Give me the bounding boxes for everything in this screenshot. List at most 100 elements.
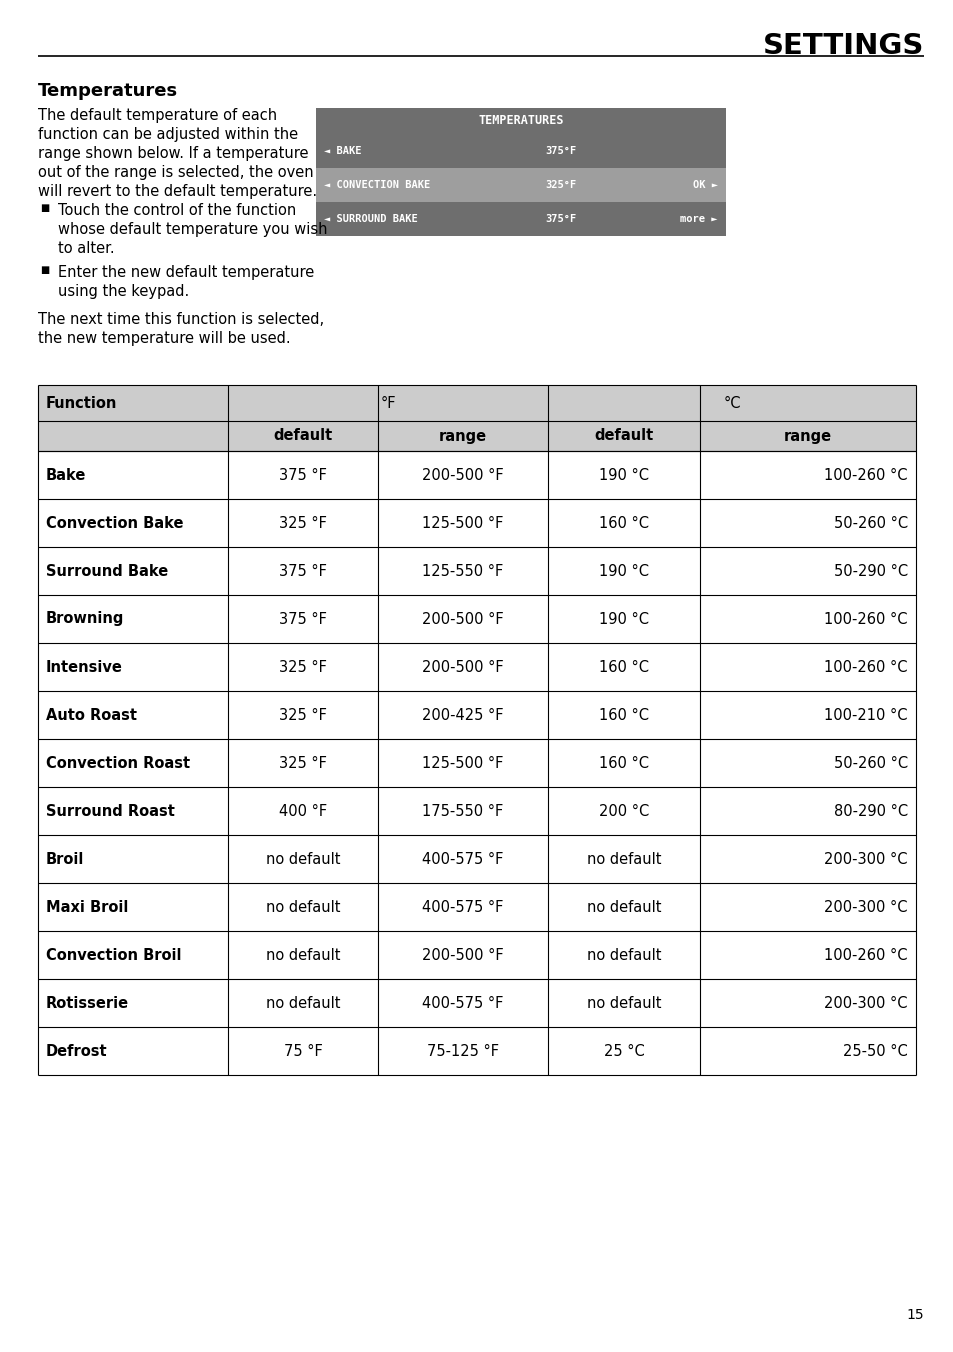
Text: Convection Broil: Convection Broil — [46, 948, 181, 963]
Text: Auto Roast: Auto Roast — [46, 707, 137, 722]
Text: 80-290 °C: 80-290 °C — [833, 803, 907, 818]
Text: ◄ CONVECTION BAKE: ◄ CONVECTION BAKE — [324, 180, 430, 191]
Text: out of the range is selected, the oven: out of the range is selected, the oven — [38, 165, 314, 180]
Text: Convection Bake: Convection Bake — [46, 515, 183, 530]
Text: Browning: Browning — [46, 611, 124, 626]
Text: to alter.: to alter. — [58, 241, 114, 256]
Text: 190 °C: 190 °C — [598, 564, 648, 579]
Text: default: default — [594, 429, 653, 443]
Text: The next time this function is selected,: The next time this function is selected, — [38, 312, 324, 327]
Text: 50-290 °C: 50-290 °C — [833, 564, 907, 579]
Text: no default: no default — [266, 899, 340, 914]
Text: 200-500 °F: 200-500 °F — [422, 611, 503, 626]
Text: 50-260 °C: 50-260 °C — [833, 515, 907, 530]
Bar — [38, 420, 915, 452]
Text: range: range — [438, 429, 487, 443]
Text: will revert to the default temperature.: will revert to the default temperature. — [38, 184, 316, 199]
Text: 200-300 °C: 200-300 °C — [823, 852, 907, 867]
Text: TEMPERATURES: TEMPERATURES — [477, 115, 563, 127]
Text: Intensive: Intensive — [46, 660, 123, 675]
Text: Convection Roast: Convection Roast — [46, 756, 190, 771]
Text: 200-500 °F: 200-500 °F — [422, 948, 503, 963]
Text: range shown below. If a temperature: range shown below. If a temperature — [38, 146, 308, 161]
Text: 375°F: 375°F — [545, 146, 577, 155]
Text: 125-550 °F: 125-550 °F — [422, 564, 503, 579]
Bar — [315, 108, 725, 134]
Bar — [315, 168, 725, 201]
Text: 375 °F: 375 °F — [279, 564, 327, 579]
Text: Rotisserie: Rotisserie — [46, 995, 129, 1010]
Text: whose default temperature you wish: whose default temperature you wish — [58, 222, 327, 237]
Text: more ►: more ► — [679, 214, 718, 224]
Text: range: range — [783, 429, 831, 443]
Text: no default: no default — [586, 995, 660, 1010]
Text: 100-260 °C: 100-260 °C — [823, 660, 907, 675]
Text: using the keypad.: using the keypad. — [58, 284, 189, 299]
Text: 400-575 °F: 400-575 °F — [422, 852, 503, 867]
Text: Function: Function — [46, 396, 117, 411]
Text: 75-125 °F: 75-125 °F — [427, 1044, 498, 1059]
Text: 100-260 °C: 100-260 °C — [823, 948, 907, 963]
Text: Maxi Broil: Maxi Broil — [46, 899, 129, 914]
Text: Surround Bake: Surround Bake — [46, 564, 168, 579]
Text: 100-210 °C: 100-210 °C — [823, 707, 907, 722]
Text: OK ►: OK ► — [692, 180, 718, 191]
Text: 200-300 °C: 200-300 °C — [823, 995, 907, 1010]
Text: ◄ SURROUND BAKE: ◄ SURROUND BAKE — [324, 214, 417, 224]
Bar — [38, 385, 915, 420]
Text: 325°F: 325°F — [545, 180, 577, 191]
Text: 200-300 °C: 200-300 °C — [823, 899, 907, 914]
Text: ■: ■ — [40, 203, 50, 214]
Text: 50-260 °C: 50-260 °C — [833, 756, 907, 771]
Text: 15: 15 — [905, 1307, 923, 1322]
Bar — [315, 134, 725, 168]
Text: °F: °F — [380, 396, 395, 411]
Text: Enter the new default temperature: Enter the new default temperature — [58, 265, 314, 280]
Text: 160 °C: 160 °C — [598, 515, 648, 530]
Text: 200-425 °F: 200-425 °F — [422, 707, 503, 722]
Text: Touch the control of the function: Touch the control of the function — [58, 203, 296, 218]
Text: The default temperature of each: The default temperature of each — [38, 108, 276, 123]
Text: Surround Roast: Surround Roast — [46, 803, 174, 818]
Bar — [315, 201, 725, 237]
Text: 325 °F: 325 °F — [279, 660, 327, 675]
Text: 200-500 °F: 200-500 °F — [422, 468, 503, 483]
Bar — [315, 108, 725, 237]
Text: 100-260 °C: 100-260 °C — [823, 611, 907, 626]
Text: 375°F: 375°F — [545, 214, 577, 224]
Text: 325 °F: 325 °F — [279, 707, 327, 722]
Text: 400-575 °F: 400-575 °F — [422, 995, 503, 1010]
Text: 175-550 °F: 175-550 °F — [422, 803, 503, 818]
Text: 160 °C: 160 °C — [598, 756, 648, 771]
Text: 400-575 °F: 400-575 °F — [422, 899, 503, 914]
Text: 25 °C: 25 °C — [603, 1044, 643, 1059]
Text: no default: no default — [586, 899, 660, 914]
Text: 125-500 °F: 125-500 °F — [422, 515, 503, 530]
Text: 400 °F: 400 °F — [278, 803, 327, 818]
Text: 160 °C: 160 °C — [598, 660, 648, 675]
Text: the new temperature will be used.: the new temperature will be used. — [38, 331, 291, 346]
Text: 200-500 °F: 200-500 °F — [422, 660, 503, 675]
Text: 25-50 °C: 25-50 °C — [842, 1044, 907, 1059]
Text: Broil: Broil — [46, 852, 84, 867]
Text: SETTINGS: SETTINGS — [761, 32, 923, 59]
Text: 190 °C: 190 °C — [598, 611, 648, 626]
Text: Defrost: Defrost — [46, 1044, 108, 1059]
Text: no default: no default — [586, 852, 660, 867]
Text: °C: °C — [722, 396, 740, 411]
Text: 75 °F: 75 °F — [283, 1044, 322, 1059]
Text: default: default — [274, 429, 333, 443]
Text: 375 °F: 375 °F — [279, 611, 327, 626]
Text: ■: ■ — [40, 265, 50, 274]
Text: Bake: Bake — [46, 468, 87, 483]
Text: ◄ BAKE: ◄ BAKE — [324, 146, 361, 155]
Text: no default: no default — [586, 948, 660, 963]
Text: 200 °C: 200 °C — [598, 803, 648, 818]
Text: no default: no default — [266, 995, 340, 1010]
Text: 190 °C: 190 °C — [598, 468, 648, 483]
Text: no default: no default — [266, 852, 340, 867]
Text: 160 °C: 160 °C — [598, 707, 648, 722]
Text: 100-260 °C: 100-260 °C — [823, 468, 907, 483]
Text: 325 °F: 325 °F — [279, 515, 327, 530]
Text: function can be adjusted within the: function can be adjusted within the — [38, 127, 297, 142]
